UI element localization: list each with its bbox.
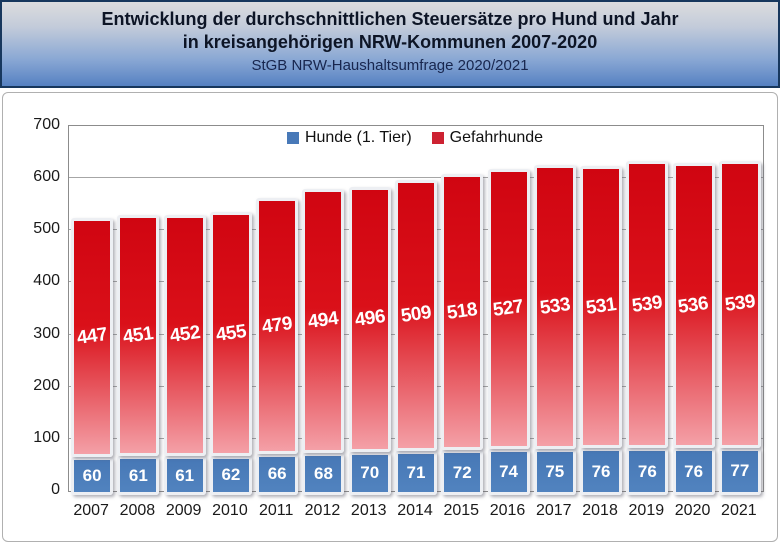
bar-label-hunde-2013: 70 xyxy=(360,463,380,483)
y-tick-label-100: 100 xyxy=(33,428,60,446)
bar-label-gefahrhunde-2012: 494 xyxy=(306,307,340,333)
x-tick-label-2016: 2016 xyxy=(489,502,526,519)
bar-segment-gefahrhunde-2015: 518 xyxy=(441,174,484,451)
bar-segment-gefahrhunde-2011: 479 xyxy=(256,197,299,454)
bar-label-hunde-2019: 76 xyxy=(637,461,657,481)
x-tick-label-2017: 2017 xyxy=(535,502,572,519)
x-tick-label-2013: 2013 xyxy=(350,502,387,519)
bar-label-gefahrhunde-2007: 447 xyxy=(75,324,109,350)
bar-segment-hunde-2007: 60 xyxy=(71,456,114,495)
bar-segment-gefahrhunde-2021: 539 xyxy=(718,160,761,448)
bar-label-hunde-2020: 76 xyxy=(684,461,704,481)
x-tick-label-2010: 2010 xyxy=(212,502,248,519)
bar-segment-hunde-2010: 62 xyxy=(209,455,252,495)
x-tick-label-2009: 2009 xyxy=(165,502,202,519)
bar-label-hunde-2014: 71 xyxy=(406,462,426,482)
bar-segment-gefahrhunde-2013: 496 xyxy=(348,186,391,452)
bar-label-gefahrhunde-2013: 496 xyxy=(353,306,387,332)
bar-segment-gefahrhunde-2014: 509 xyxy=(395,179,437,451)
bar-segment-gefahrhunde-2017: 533 xyxy=(533,165,576,449)
bar-segment-gefahrhunde-2007: 447 xyxy=(71,217,114,457)
y-tick-label-200: 200 xyxy=(33,376,60,394)
bar-segment-hunde-2018: 76 xyxy=(580,448,623,495)
bar-label-hunde-2007: 60 xyxy=(82,465,102,485)
x-tick-label-2007: 2007 xyxy=(73,502,109,519)
bar-label-gefahrhunde-2014: 509 xyxy=(399,302,433,328)
legend-label-gefahrhunde: Gefahrhunde xyxy=(449,129,544,146)
bar-label-hunde-2016: 74 xyxy=(499,462,518,482)
legend-swatch-gefahrhunde-icon xyxy=(431,132,444,144)
bar-label-hunde-2008: 61 xyxy=(128,465,148,485)
bar-label-gefahrhunde-2020: 536 xyxy=(677,292,710,318)
bar-segment-hunde-2014: 71 xyxy=(395,450,437,495)
bar-segment-hunde-2020: 76 xyxy=(672,448,715,495)
gridline-600 xyxy=(69,177,763,179)
legend-label-hunde: Hunde (1. Tier) xyxy=(304,129,412,146)
x-tick-label-2014: 2014 xyxy=(397,502,433,519)
chart-subtitle: StGB NRW-Haushaltsumfrage 2020/2021 xyxy=(251,57,529,74)
bar-segment-hunde-2013: 70 xyxy=(348,451,391,495)
bar-label-hunde-2021: 77 xyxy=(730,461,750,481)
bar-label-gefahrhunde-2018: 531 xyxy=(584,293,618,319)
bar-label-gefahrhunde-2009: 452 xyxy=(168,322,201,348)
x-tick-label-2011: 2011 xyxy=(258,502,294,519)
bar-label-hunde-2009: 61 xyxy=(175,465,195,485)
bar-label-hunde-2015: 72 xyxy=(452,462,472,482)
x-tick-label-2021: 2021 xyxy=(721,502,757,519)
bar-segment-gefahrhunde-2010: 455 xyxy=(209,212,252,456)
bar-segment-gefahrhunde-2008: 451 xyxy=(117,215,160,457)
bar-segment-hunde-2012: 68 xyxy=(302,452,345,495)
bar-label-hunde-2018: 76 xyxy=(591,461,611,481)
bar-segment-hunde-2019: 76 xyxy=(626,448,669,495)
bar-label-hunde-2011: 66 xyxy=(267,464,287,484)
chart-title-line1: Entwicklung der durchschnittlichen Steue… xyxy=(101,9,679,29)
bar-segment-hunde-2015: 72 xyxy=(441,450,484,495)
x-tick-label-2015: 2015 xyxy=(443,502,480,519)
bar-segment-hunde-2016: 74 xyxy=(487,449,530,495)
legend-swatch-hunde-icon xyxy=(286,132,299,144)
bar-segment-gefahrhunde-2018: 531 xyxy=(580,165,623,449)
bar-label-gefahrhunde-2016: 527 xyxy=(492,296,525,322)
y-tick-label-400: 400 xyxy=(33,272,60,290)
y-tick-label-0: 0 xyxy=(51,481,60,498)
legend: Hunde (1. Tier) Gefahrhunde xyxy=(68,129,762,147)
bar-label-gefahrhunde-2019: 539 xyxy=(630,291,664,317)
x-tick-label-2018: 2018 xyxy=(582,502,618,519)
bar-label-gefahrhunde-2015: 518 xyxy=(445,299,479,325)
bar-label-gefahrhunde-2021: 539 xyxy=(723,291,757,317)
bar-segment-gefahrhunde-2009: 452 xyxy=(163,214,206,457)
bar-segment-hunde-2011: 66 xyxy=(256,453,299,495)
bar-segment-gefahrhunde-2012: 494 xyxy=(302,188,345,453)
bar-segment-gefahrhunde-2020: 536 xyxy=(672,162,715,449)
bar-label-gefahrhunde-2017: 533 xyxy=(538,293,572,319)
chart-title-banner: Entwicklung der durchschnittlichen Steue… xyxy=(0,0,780,88)
bar-segment-hunde-2009: 61 xyxy=(163,456,206,495)
bar-segment-hunde-2008: 61 xyxy=(117,456,160,495)
bar-label-gefahrhunde-2011: 479 xyxy=(260,312,294,338)
x-tick-label-2020: 2020 xyxy=(674,502,711,519)
legend-item-gefahrhunde: Gefahrhunde xyxy=(431,129,544,147)
bar-label-hunde-2012: 68 xyxy=(313,463,333,483)
chart-title-line2: in kreisangehörigen NRW-Kommunen 2007-20… xyxy=(182,32,598,52)
bar-label-hunde-2010: 62 xyxy=(221,465,241,485)
bar-label-gefahrhunde-2010: 455 xyxy=(214,321,248,347)
bar-segment-hunde-2017: 75 xyxy=(533,448,576,495)
bar-segment-gefahrhunde-2016: 527 xyxy=(487,168,530,450)
y-tick-label-500: 500 xyxy=(33,220,60,238)
y-tick-label-700: 700 xyxy=(33,116,60,133)
bar-label-hunde-2017: 75 xyxy=(545,461,565,481)
y-tick-label-300: 300 xyxy=(33,324,60,342)
x-tick-label-2008: 2008 xyxy=(119,502,156,519)
bar-segment-gefahrhunde-2019: 539 xyxy=(626,161,669,449)
legend-item-hunde: Hunde (1. Tier) xyxy=(286,129,412,147)
plot-area: 60 447 61 451 61 452 62 455 66 479 68 494 70 496 71 509… xyxy=(68,125,764,495)
bar-label-gefahrhunde-2008: 451 xyxy=(121,322,155,348)
y-tick-label-600: 600 xyxy=(33,168,60,186)
x-tick-label-2019: 2019 xyxy=(628,502,665,519)
x-tick-label-2012: 2012 xyxy=(304,502,341,519)
bar-segment-hunde-2021: 77 xyxy=(718,447,761,495)
